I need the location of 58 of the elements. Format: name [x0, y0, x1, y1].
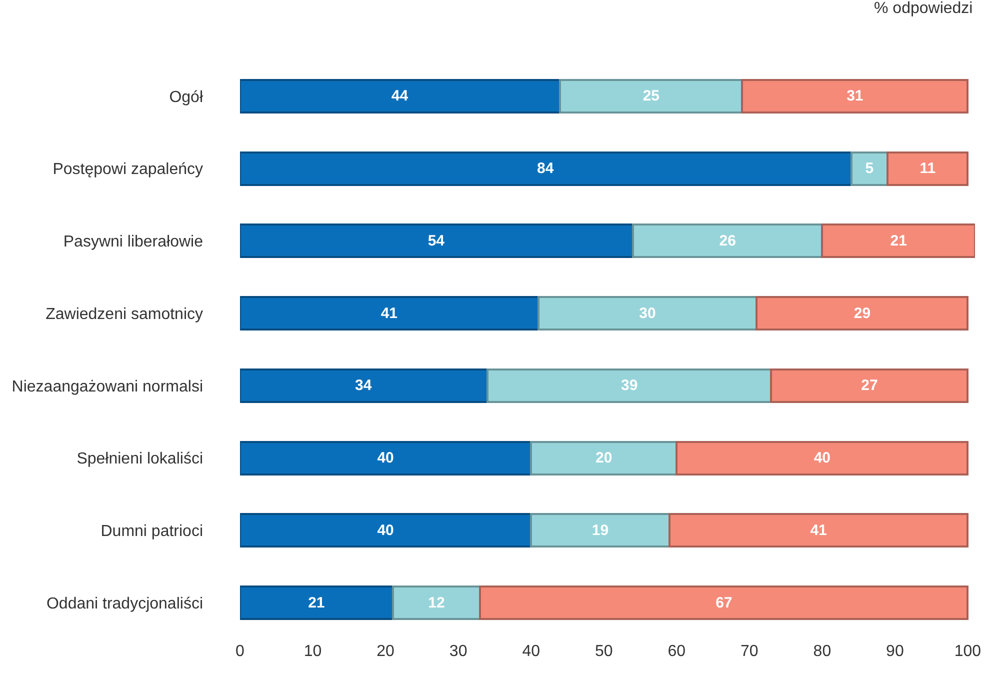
bar — [240, 224, 634, 258]
x-tick-label: 20 — [376, 643, 395, 660]
bar — [240, 151, 852, 186]
bar — [676, 440, 969, 476]
y-tick-label: Zawiedzeni samotnicy — [46, 306, 203, 323]
data-label: 20 — [596, 450, 612, 467]
data-label: 30 — [639, 304, 656, 322]
data-label: 21 — [308, 594, 325, 612]
data-label: 84 — [536, 160, 554, 178]
x-tick-label: 10 — [304, 643, 322, 660]
y-tick-label: Postępowi zapaleńcy — [52, 161, 203, 178]
x-tick-label: 50 — [594, 643, 613, 660]
data-label: 29 — [854, 304, 871, 322]
y-tick-label: Pasywni liberałowie — [63, 234, 204, 251]
data-label: 26 — [719, 232, 736, 250]
bar — [756, 296, 969, 331]
data-label: 21 — [890, 232, 907, 250]
bar — [770, 368, 969, 403]
data-label: 40 — [377, 522, 394, 539]
y-tick-label: Oddani tradycjonaliści — [46, 595, 203, 612]
bar — [240, 368, 488, 403]
x-tick-label: 30 — [449, 643, 468, 660]
bar — [668, 513, 969, 548]
data-label: 5 — [865, 160, 874, 178]
data-label: 11 — [920, 160, 936, 178]
y-tick-label: Ogół — [169, 88, 204, 106]
data-label: 54 — [428, 232, 446, 250]
bar — [240, 586, 394, 620]
data-label: 12 — [428, 594, 445, 612]
data-label: 27 — [861, 377, 878, 394]
data-label: 39 — [620, 377, 638, 394]
data-label: 34 — [355, 377, 372, 394]
data-label: 41 — [380, 304, 398, 322]
x-tick-label: 70 — [740, 643, 758, 660]
bar — [479, 586, 969, 620]
x-tick-label: 90 — [886, 643, 904, 660]
data-label: 67 — [716, 594, 732, 612]
data-label: 19 — [592, 522, 609, 539]
data-label: 41 — [810, 522, 827, 539]
text: % odpowiedzi — [874, 0, 973, 17]
bar — [886, 151, 969, 186]
bar — [741, 78, 969, 114]
data-label: 40 — [814, 450, 831, 467]
x-tick-label: 80 — [813, 643, 832, 660]
data-label: 31 — [846, 88, 864, 105]
x-tick-label: 40 — [522, 643, 540, 660]
x-tick-label: 0 — [236, 643, 245, 660]
x-tick-label: 60 — [668, 643, 686, 660]
bar — [530, 513, 670, 548]
data-label: 40 — [377, 450, 394, 467]
x-tick-label: 100 — [954, 643, 982, 660]
y-tick-label: Spełnieni lokaliści — [76, 450, 203, 468]
bar — [240, 296, 540, 331]
y-tick-label: Dumni patrioci — [100, 523, 203, 540]
y-tick-label: Niezaangażowani normalsi — [12, 378, 203, 396]
bar — [821, 224, 975, 258]
data-label: 25 — [642, 88, 660, 105]
data-label: 44 — [391, 88, 409, 105]
